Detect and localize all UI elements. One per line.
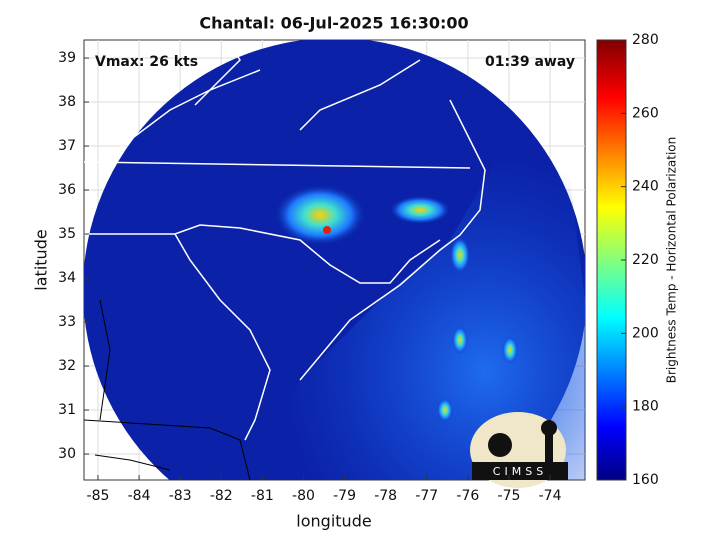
colorbar-label: Brightness Temp - Horizontal Polarizatio… — [665, 137, 679, 384]
y-tick-label: 32 — [58, 358, 76, 374]
rain-band — [452, 326, 468, 354]
x-tick-label: -79 — [333, 488, 356, 504]
x-tick-label: -77 — [415, 488, 438, 504]
borders — [84, 44, 486, 441]
y-tick-label: 34 — [58, 270, 76, 286]
rain-band — [502, 336, 518, 364]
y-tick-label: 33 — [58, 314, 76, 330]
outside-borders — [84, 299, 251, 480]
swath — [84, 40, 585, 480]
rain-band — [437, 398, 453, 422]
x-tick-label: -74 — [539, 488, 562, 504]
colorbar-tick-label: 220 — [632, 252, 659, 268]
x-tick-label: -75 — [498, 488, 521, 504]
x-tick-label: -82 — [210, 488, 233, 504]
y-tick-label: 30 — [58, 446, 76, 462]
y-tick-label: 31 — [58, 402, 76, 418]
annotation: Vmax: 26 kts — [95, 54, 198, 70]
storm-core — [323, 226, 331, 234]
x-tick-label: -84 — [128, 488, 151, 504]
x-tick-label: -76 — [456, 488, 479, 504]
y-tick-label: 37 — [58, 138, 76, 154]
colorbar-tick-label: 160 — [632, 472, 659, 488]
storm-blob — [275, 185, 365, 245]
x-tick-label: -80 — [292, 488, 315, 504]
logo: CIMSS — [470, 412, 568, 488]
ocean-band — [250, 120, 585, 480]
colorbar-tick-label: 200 — [632, 325, 659, 341]
x-axis-label: longitude — [296, 512, 371, 531]
colorbar-tick-label: 280 — [632, 32, 659, 48]
y-tick-label: 39 — [58, 50, 76, 66]
x-tick-label: -78 — [374, 488, 397, 504]
rain-band — [390, 196, 450, 224]
colorbar-tick-label: 240 — [632, 179, 659, 195]
logo-text: CIMSS — [493, 465, 547, 478]
y-tick-label: 36 — [58, 182, 76, 198]
rain-band — [450, 237, 470, 273]
colorbar-tick-label: 180 — [632, 399, 659, 415]
x-tick-label: -85 — [87, 488, 110, 504]
colorbar-tick-label: 260 — [632, 105, 659, 121]
y-axis-label: latitude — [32, 229, 51, 290]
x-tick-label: -83 — [169, 488, 192, 504]
chart-title: Chantal: 06-Jul-2025 16:30:00 — [199, 14, 468, 33]
y-tick-label: 35 — [58, 226, 76, 242]
annotation: 01:39 away — [485, 54, 575, 70]
y-tick-label: 38 — [58, 94, 76, 110]
x-tick-label: -81 — [251, 488, 274, 504]
